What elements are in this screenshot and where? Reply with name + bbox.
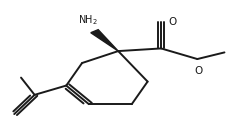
Text: O: O	[194, 66, 202, 76]
Polygon shape	[91, 30, 118, 51]
Text: NH$_2$: NH$_2$	[78, 13, 98, 27]
Text: O: O	[168, 17, 176, 27]
